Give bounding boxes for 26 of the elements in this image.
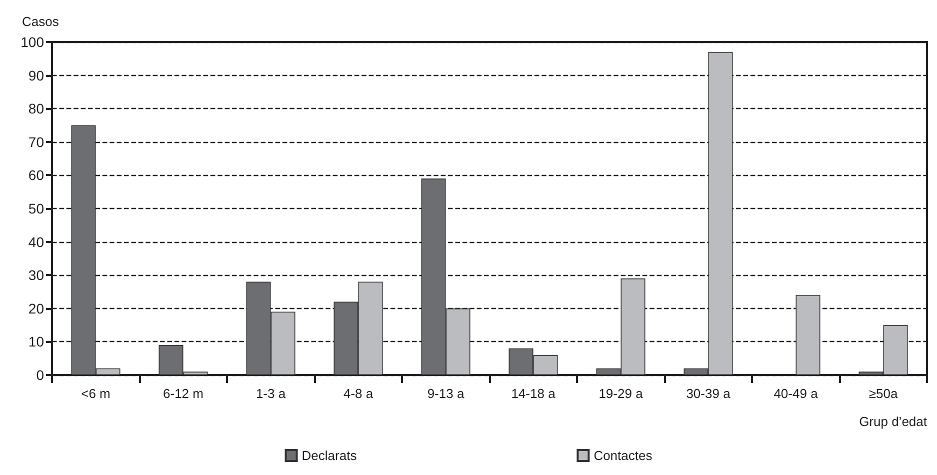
legend-label: Declarats [302,448,358,463]
y-axis-title: Casos [22,14,60,29]
bar [796,295,820,375]
y-tick-label: 60 [28,167,44,184]
x-tick-label: 40-49 a [774,386,819,401]
x-tick-label: 19-29 a [598,386,644,401]
y-tick-label: 10 [28,334,44,350]
y-tick-label: 50 [28,200,44,216]
x-tick-label: 6-12 m [163,386,204,401]
y-tick-label: 20 [28,300,44,316]
x-tick-label: 1-3 a [256,386,286,401]
y-tick-label: 100 [20,34,44,50]
x-tick-label: <6 m [81,386,110,401]
x-tick-label: 9-13 a [427,386,465,401]
x-tick-label: ≥50a [868,386,898,401]
x-axis-title: Grup d’edat [859,414,928,429]
x-tick-label: 30-39 a [686,386,732,401]
y-tick-label: 30 [28,267,44,284]
x-tick-label: 4-8 a [343,386,374,401]
legend-label: Contactes [594,448,653,463]
y-tick-label: 70 [28,134,44,150]
x-tick-label: 14-18 a [511,386,556,401]
y-tick-label: 80 [28,100,44,117]
y-tick-label: 90 [28,67,44,84]
y-tick-label: 0 [36,367,44,383]
y-tick-label: 40 [28,234,44,250]
